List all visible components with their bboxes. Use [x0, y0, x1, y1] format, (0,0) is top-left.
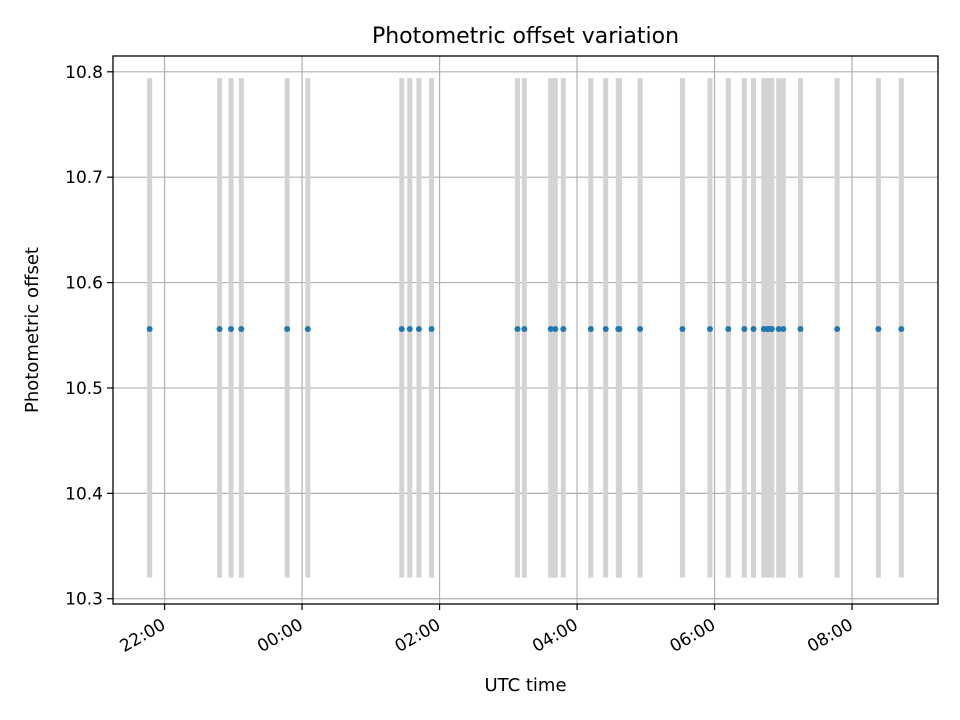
data-point	[780, 325, 787, 332]
data-point	[428, 325, 435, 332]
y-tick-label: 10.7	[65, 168, 103, 188]
data-point	[797, 325, 804, 332]
data-point	[304, 325, 311, 332]
y-tick-label: 10.6	[65, 274, 103, 294]
data-point	[514, 325, 521, 332]
x-axis-label: UTC time	[484, 675, 566, 696]
data-point	[238, 325, 245, 332]
y-axis-ticks: 10.3 10.4 10.5 10.6 10.7 10.8	[65, 63, 113, 610]
data-point	[637, 325, 644, 332]
data-point	[415, 325, 422, 332]
data-point	[560, 325, 567, 332]
y-tick-label: 10.3	[65, 590, 103, 610]
y-tick-label: 10.8	[65, 63, 103, 83]
data-point	[679, 325, 686, 332]
data-points	[146, 325, 905, 332]
data-point	[834, 325, 841, 332]
y-axis-label: Photometric offset	[22, 247, 43, 413]
data-point	[725, 325, 732, 332]
data-point	[406, 325, 413, 332]
data-point	[898, 325, 905, 332]
data-point	[146, 325, 153, 332]
data-point	[228, 325, 235, 332]
data-point	[602, 325, 609, 332]
data-point	[552, 325, 559, 332]
data-point	[741, 325, 748, 332]
data-point	[616, 325, 623, 332]
chart-title: Photometric offset variation	[372, 24, 679, 49]
data-point	[521, 325, 528, 332]
data-point	[587, 325, 594, 332]
data-point	[547, 325, 554, 332]
data-point	[216, 325, 223, 332]
data-point	[775, 325, 782, 332]
data-point	[284, 325, 291, 332]
data-point	[750, 325, 757, 332]
data-point	[875, 325, 882, 332]
y-tick-label: 10.4	[65, 484, 103, 504]
plot-frame	[112, 55, 939, 605]
data-point	[398, 325, 405, 332]
data-point	[768, 325, 775, 332]
y-tick-label: 10.5	[65, 379, 103, 399]
data-point	[706, 325, 713, 332]
